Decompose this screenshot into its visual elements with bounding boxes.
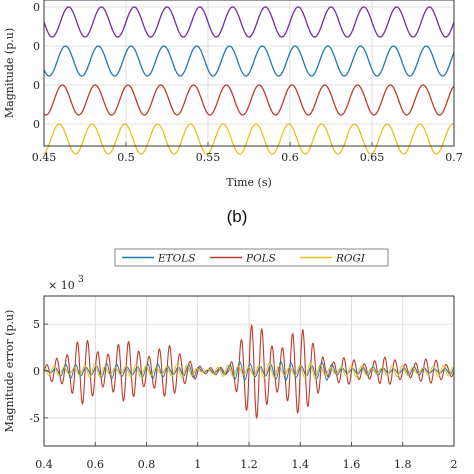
bottom-x-tick-label: 0.8 bbox=[138, 458, 156, 471]
bottom-x-tick-label: 0.4 bbox=[35, 458, 53, 471]
top-x-axis-label: Time (s) bbox=[226, 176, 272, 189]
top-x-tick-label: 0.5 bbox=[117, 151, 135, 164]
top-x-tick-label: 0.6 bbox=[281, 151, 299, 164]
legend-label-pols: POLS bbox=[245, 253, 276, 265]
top-y-tick-label: 0 bbox=[33, 40, 40, 53]
legend-label-rogi: ROGI bbox=[335, 253, 366, 265]
top-x-tick-label: 0.55 bbox=[196, 151, 221, 164]
bottom-y-tick-label: 5 bbox=[33, 318, 40, 331]
bottom-plot: 0.4 0.6 0.8 1 1.2 1.4 1.6 1.8 2 5 0 -5 × 10 3 Magn… bbox=[3, 275, 458, 471]
bottom-x-tick-label: 0.6 bbox=[87, 458, 105, 471]
y-exponent-base: × 10 bbox=[48, 279, 75, 292]
bottom-x-tick-label: 1.8 bbox=[394, 458, 412, 471]
legend: ETOLS POLS ROGI bbox=[114, 248, 389, 267]
bottom-y-tick-label: 0 bbox=[33, 365, 40, 378]
top-y-tick-label: 0 bbox=[33, 1, 40, 14]
top-x-tick-label: 0.7 bbox=[445, 151, 463, 164]
top-y-tick-labels: 0 0 0 0 bbox=[33, 1, 40, 131]
top-x-tick-label: 0.65 bbox=[360, 151, 385, 164]
top-y-tick-label: 0 bbox=[33, 118, 40, 131]
bottom-y-axis-label: Magnitude error (p.u) bbox=[3, 310, 16, 433]
subfigure-caption: (b) bbox=[227, 207, 248, 226]
bottom-x-tick-label: 1.6 bbox=[343, 458, 361, 471]
bottom-plot-series bbox=[43, 324, 455, 420]
top-series-line-2 bbox=[43, 84, 455, 116]
legend-box bbox=[114, 248, 389, 267]
bottom-x-tick-label: 1.2 bbox=[240, 458, 258, 471]
top-series-line-0 bbox=[43, 6, 455, 38]
top-y-axis-label: Magnitude (p.u) bbox=[3, 28, 16, 118]
bottom-x-tick-label: 2 bbox=[451, 458, 458, 471]
bottom-plot-frame bbox=[43, 295, 455, 447]
top-y-tick-label: 0 bbox=[33, 79, 40, 92]
bottom-x-tick-labels: 0.4 0.6 0.8 1 1.2 1.4 1.6 1.8 2 bbox=[35, 442, 458, 471]
y-exponent-power: 3 bbox=[78, 275, 84, 285]
top-x-tick-labels: 0.45 0.5 0.55 0.6 0.65 0.7 bbox=[32, 142, 463, 164]
series-line-etols bbox=[43, 361, 455, 381]
top-series-line-1 bbox=[43, 45, 455, 77]
bottom-y-tick-label: -5 bbox=[29, 412, 40, 425]
top-series-line-3 bbox=[43, 123, 455, 155]
legend-label-etols: ETOLS bbox=[157, 253, 195, 265]
top-plot-frame bbox=[43, 0, 455, 147]
bottom-x-tick-label: 1.4 bbox=[292, 458, 310, 471]
series-line-pols bbox=[43, 324, 455, 420]
series-line-rogi bbox=[43, 363, 455, 379]
bottom-x-tick-label: 1 bbox=[194, 458, 201, 471]
bottom-y-tick-labels: 5 0 -5 bbox=[29, 318, 48, 425]
top-x-tick-label: 0.45 bbox=[32, 151, 57, 164]
top-plot: 0.45 0.5 0.55 0.6 0.65 0.7 0 0 0 0 Magnitude (p.… bbox=[3, 0, 463, 189]
top-plot-series bbox=[43, 6, 455, 155]
